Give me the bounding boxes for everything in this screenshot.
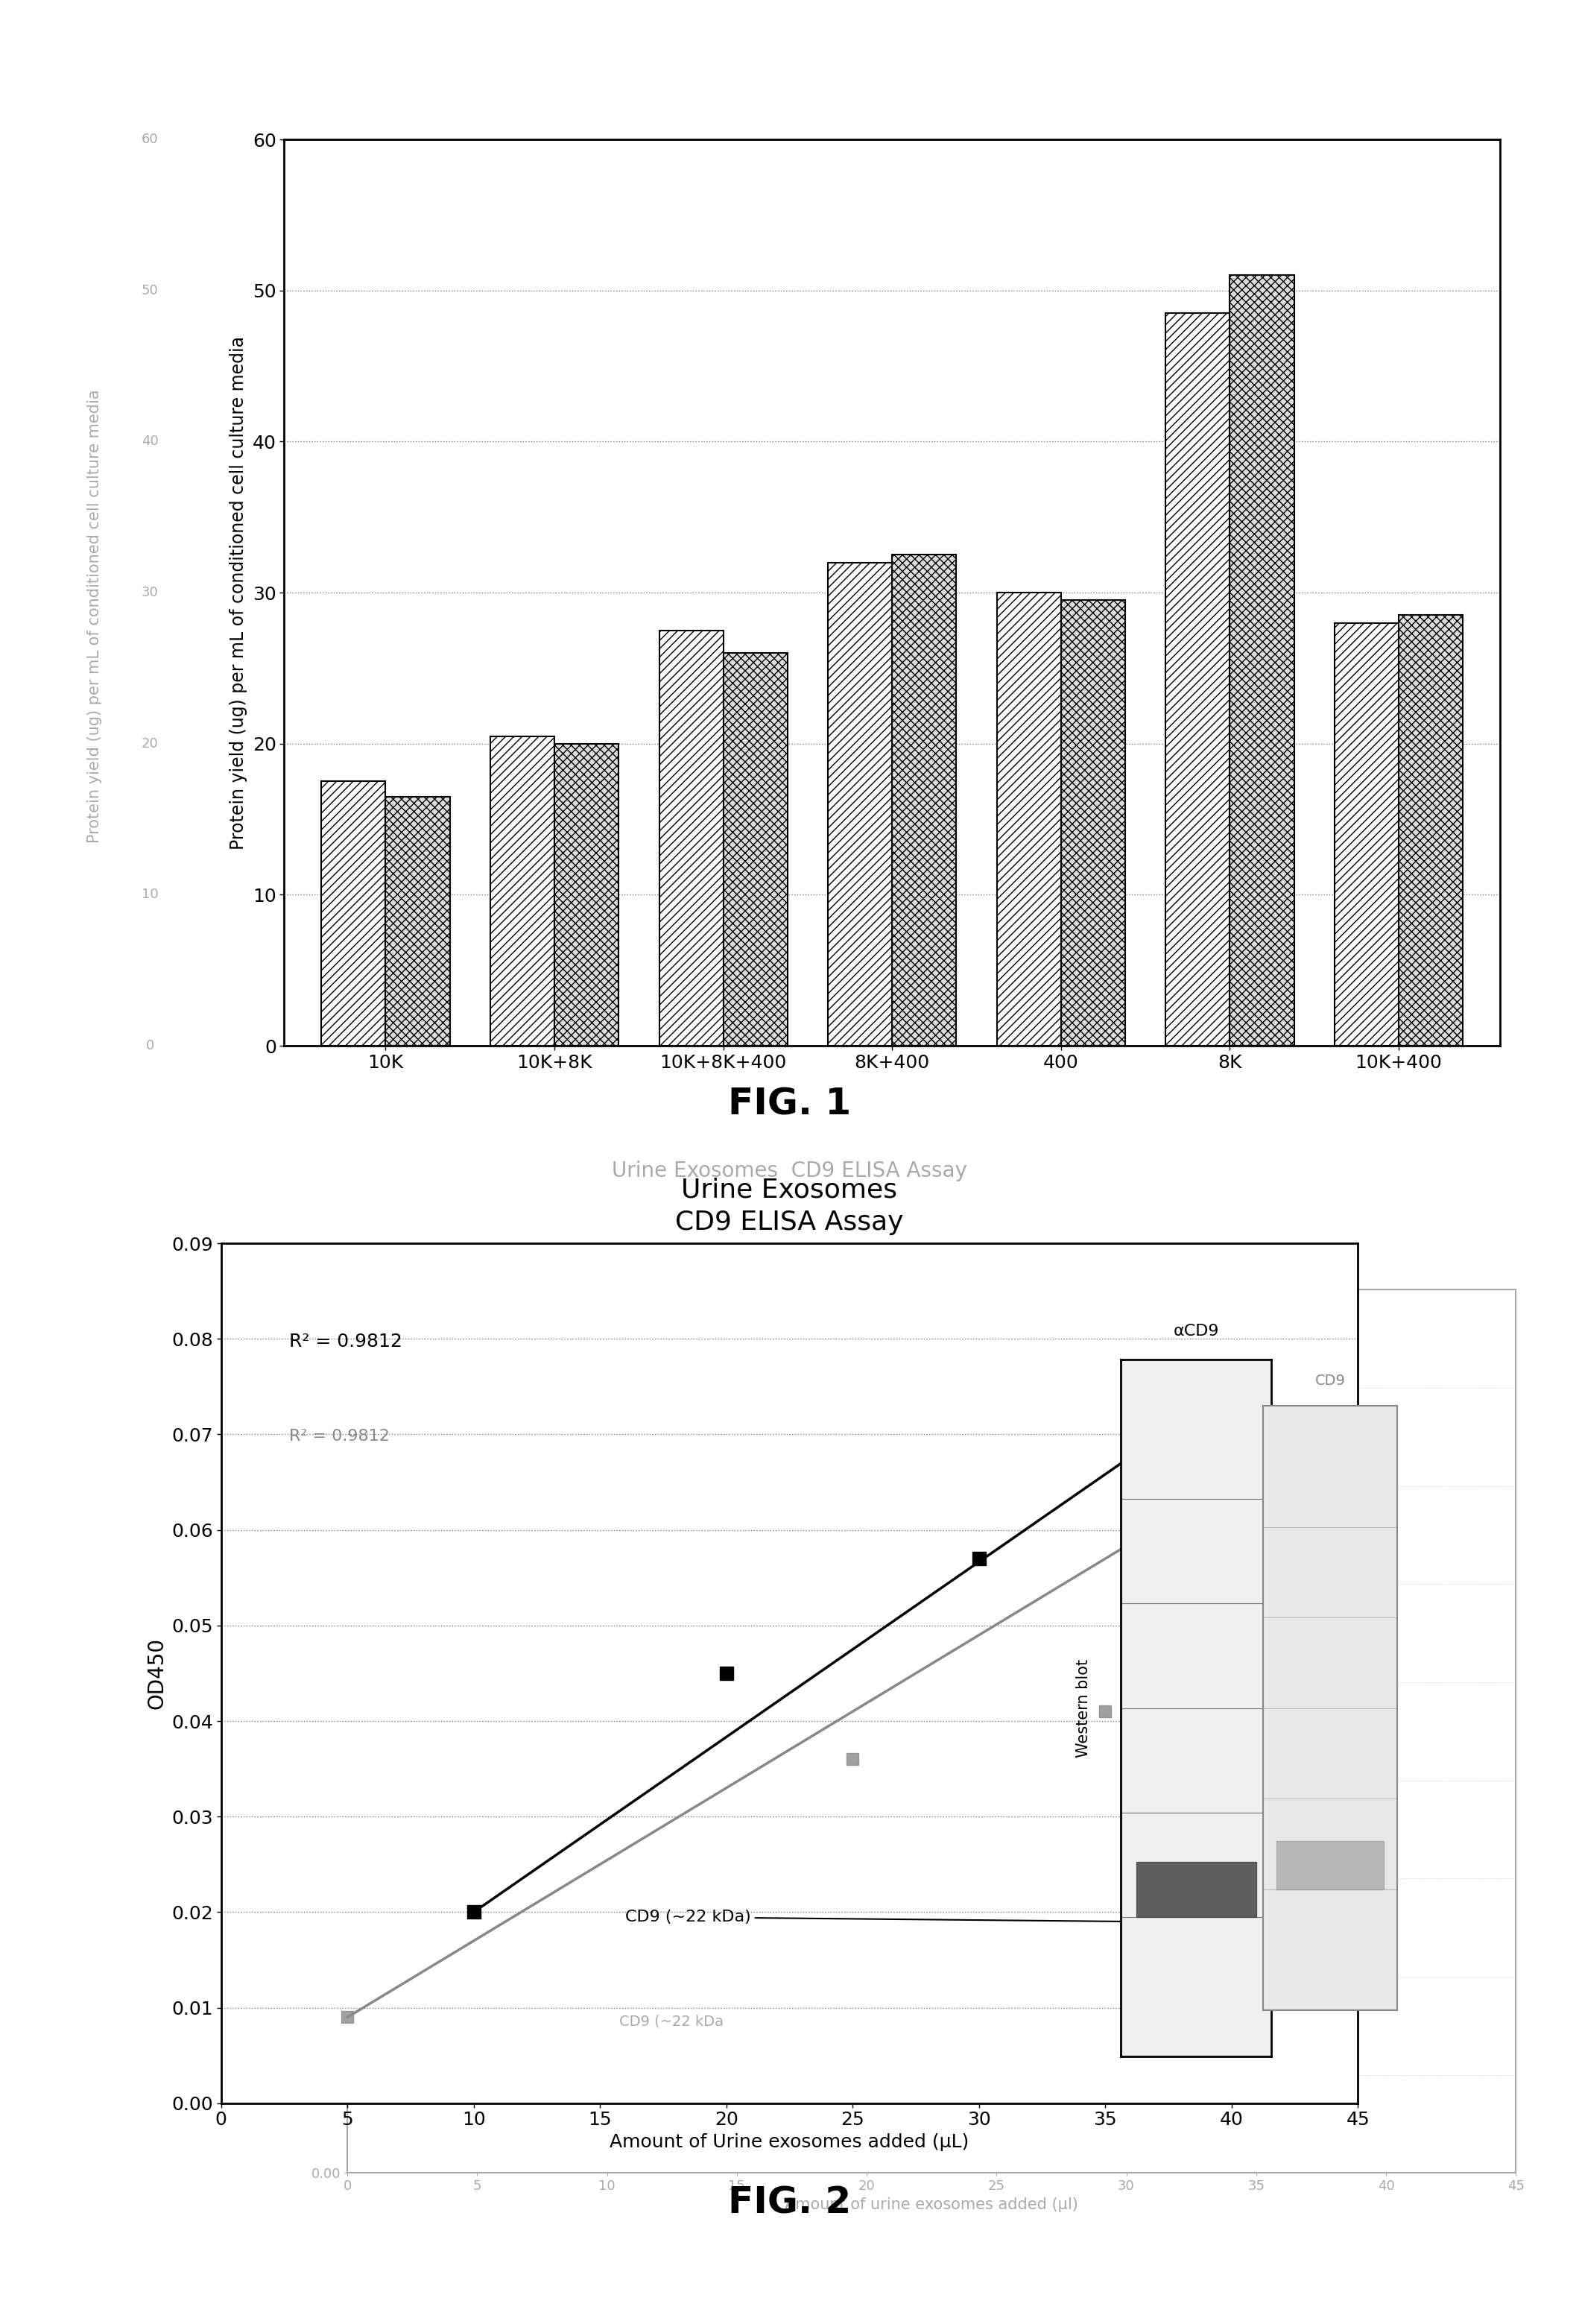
Text: αCD9: αCD9	[1173, 1325, 1219, 1339]
Point	[984, 1801, 1009, 1838]
Point	[1093, 1692, 1118, 1729]
Text: CD9 (~22 kDa): CD9 (~22 kDa)	[791, 2066, 894, 2078]
Point	[854, 1713, 880, 1750]
Text: 30: 30	[142, 586, 158, 600]
Text: FIG. 2: FIG. 2	[728, 2185, 851, 2222]
Bar	[827, 562, 892, 1046]
Bar	[554, 744, 619, 1046]
Text: 50: 50	[142, 284, 158, 297]
Point	[464, 2066, 489, 2103]
Bar	[723, 653, 788, 1046]
Bar	[1061, 600, 1126, 1046]
Text: R² = 0.9812: R² = 0.9812	[289, 1429, 390, 1443]
Bar	[1165, 314, 1230, 1046]
Text: 40: 40	[142, 435, 158, 449]
Text: CD9 (~22 kDa: CD9 (~22 kDa	[619, 2015, 723, 2029]
Point	[1374, 1518, 1399, 1555]
Text: 10: 10	[142, 888, 158, 902]
Bar	[322, 781, 385, 1046]
Bar	[1334, 623, 1399, 1046]
Text: 60: 60	[142, 132, 158, 146]
Point	[714, 1655, 739, 1692]
Text: Urine Exosomes: Urine Exosomes	[682, 1178, 897, 1202]
Point	[1374, 1418, 1399, 1455]
Text: 20: 20	[142, 737, 158, 751]
Text: Protein yield (ug) per mL of conditioned cell culture media: Protein yield (ug) per mL of conditioned…	[87, 388, 103, 844]
Y-axis label: OD450: OD450	[292, 1703, 306, 1759]
Y-axis label: OD450: OD450	[147, 1638, 167, 1708]
Text: FIG. 1: FIG. 1	[728, 1085, 851, 1122]
Point	[966, 1541, 992, 1578]
Text: CD9 ELISA Assay: CD9 ELISA Assay	[676, 1211, 903, 1234]
X-axis label: Amount of urine exosomes added (μl): Amount of urine exosomes added (μl)	[785, 2196, 1078, 2212]
Bar	[1399, 616, 1462, 1046]
Bar	[892, 555, 957, 1046]
Bar	[658, 630, 723, 1046]
Bar	[1277, 1841, 1385, 1889]
Y-axis label: Protein yield (ug) per mL of conditioned cell culture media: Protein yield (ug) per mL of conditioned…	[229, 337, 248, 848]
Point	[1113, 1594, 1138, 1631]
Point	[840, 1741, 865, 1778]
Bar	[489, 737, 554, 1046]
Point	[1219, 1464, 1244, 1501]
Text: 0: 0	[145, 1039, 155, 1053]
Point	[1219, 1369, 1244, 1406]
Point	[461, 1894, 486, 1931]
Text: R² = 0.9812: R² = 0.9812	[441, 1427, 535, 1443]
X-axis label: Amount of Urine exosomes added (μL): Amount of Urine exosomes added (μL)	[609, 2133, 970, 2152]
Text: Urine Exosomes  CD9 ELISA Assay: Urine Exosomes CD9 ELISA Assay	[611, 1162, 968, 1181]
Point	[1244, 1752, 1270, 1789]
Text: Western blot: Western blot	[1077, 1659, 1091, 1757]
Text: CD9: CD9	[1315, 1373, 1345, 1387]
Bar	[996, 593, 1061, 1046]
Bar	[1230, 277, 1295, 1046]
Bar	[385, 797, 450, 1046]
Text: R² = 0.9812: R² = 0.9812	[289, 1332, 403, 1350]
Point	[594, 1959, 619, 1996]
Bar	[1137, 1862, 1257, 1917]
Text: CD9 (~22 kDa): CD9 (~22 kDa)	[625, 1910, 1140, 1924]
Point	[335, 1999, 360, 2036]
